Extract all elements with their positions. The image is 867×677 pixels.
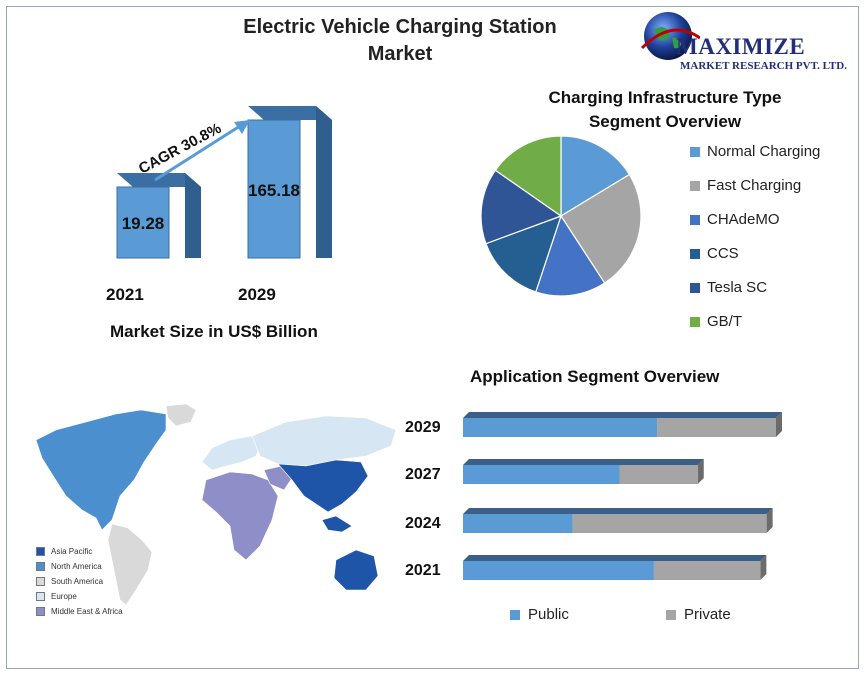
cagr-arrow (154, 124, 241, 182)
legend-item: Normal Charging (690, 142, 820, 162)
bar-public-2024 (463, 514, 573, 533)
bar-top-face (463, 508, 773, 514)
bar-side-face (776, 412, 782, 437)
cagr-label: CAGR 30.8% (136, 120, 224, 178)
map-legend-label: North America (51, 562, 102, 571)
bar-side-face (760, 555, 767, 580)
globe-icon (640, 12, 700, 60)
legend-swatch (666, 610, 676, 621)
bar-top-face (463, 412, 782, 418)
map-legend-swatch (36, 547, 45, 557)
value-label-2029: 165.18 (248, 181, 300, 200)
bar-public-2021 (463, 561, 654, 580)
australia-region (333, 549, 379, 591)
legend-swatch (690, 147, 700, 158)
map-legend-swatch (36, 607, 45, 617)
tick-label-2029: 2029 (405, 419, 441, 436)
bar-private-2021 (653, 561, 761, 580)
pie-slice-fast-charging (560, 173, 642, 284)
europe-region (201, 435, 263, 471)
legend-label: Private (684, 606, 731, 623)
application-legend-item: Public (510, 606, 569, 623)
map-legend-swatch (36, 592, 45, 602)
bar-public-2029 (463, 418, 658, 437)
world-map (35, 403, 397, 606)
legend-swatch (690, 249, 700, 260)
legend-swatch (690, 317, 700, 328)
bar-2029 (247, 119, 301, 259)
map-legend-label: Europe (51, 592, 77, 601)
legend-label: Normal Charging (707, 143, 821, 160)
tick-label-2024: 2024 (405, 515, 441, 532)
map-legend-label: Middle East & Africa (51, 607, 123, 616)
application-chart (463, 412, 782, 580)
bar-public-2027 (463, 465, 620, 484)
bar-private-2029 (657, 418, 776, 437)
legend-item: CCS (690, 244, 739, 264)
bar-2021 (116, 186, 170, 259)
middle-east-africa-region (201, 471, 279, 561)
bar-top-face (463, 459, 704, 465)
bar-private-2027 (619, 465, 698, 484)
map-legend-item: North America (36, 561, 102, 573)
pie-slice-chademo (535, 214, 606, 297)
bar-side-face (697, 459, 704, 484)
value-label-2021: 19.28 (122, 214, 165, 233)
bar-2021-top (117, 173, 201, 187)
legend-label: GB/T (707, 313, 743, 330)
russia-region (251, 415, 397, 467)
pie-slice-tesla-sc (480, 169, 563, 245)
map-legend-item: South America (36, 576, 103, 588)
application-title: Application Segment Overview (470, 367, 720, 386)
legend-item: Tesla SC (690, 278, 767, 298)
market-size-chart: CAGR 30.8% 19.28 165.18 (116, 106, 332, 259)
bar-top-face (463, 555, 767, 561)
bar-2029-top (248, 106, 332, 120)
market-size-label: Market Size in US$ Billion (110, 322, 318, 341)
legend-label: CCS (707, 245, 739, 262)
cagr-arrowhead (234, 120, 250, 134)
bar-private-2024 (572, 514, 767, 533)
tick-label-2021: 2021 (405, 562, 441, 579)
pie-chart (480, 135, 642, 297)
greenland-region (165, 403, 197, 427)
tick-label-2021: 2021 (106, 285, 144, 304)
legend-label: CHAdeMO (707, 211, 780, 228)
application-legend-item: Private (666, 606, 731, 623)
page-title: Electric Vehicle Charging Station Market (243, 16, 557, 65)
map-legend-swatch (36, 577, 45, 587)
legend-label: Tesla SC (707, 279, 768, 296)
legend-swatch (510, 610, 520, 621)
legend-item: CHAdeMO (690, 210, 780, 230)
infographic-frame (6, 6, 859, 669)
bar-2021-side (185, 173, 201, 258)
legend-item: Fast Charging (690, 176, 801, 196)
legend-item: GB/T (690, 312, 742, 332)
southeast-asia-region (321, 515, 353, 533)
legend-swatch (690, 181, 700, 192)
map-legend-swatch (36, 562, 45, 572)
north-america-region (35, 409, 167, 531)
legend-label: Fast Charging (707, 177, 802, 194)
map-legend-label: Asia Pacific (51, 547, 93, 556)
legend-label: Public (528, 606, 569, 623)
legend-swatch (690, 215, 700, 226)
legend-swatch (690, 283, 700, 294)
south-america-region (107, 523, 153, 606)
bar-side-face (766, 508, 773, 533)
tick-label-2027: 2027 (405, 466, 441, 483)
map-legend-item: Europe (36, 591, 77, 603)
tick-label-2029: 2029 (238, 285, 276, 304)
asia-pacific-region (277, 459, 369, 513)
map-legend-item: Asia Pacific (36, 546, 92, 558)
pie-slice-normal-charging (560, 135, 631, 218)
bar-2029-side (316, 106, 332, 258)
map-legend-label: South America (51, 577, 104, 586)
map-legend-item: Middle East & Africa (36, 606, 123, 618)
pie-slice-ccs (485, 215, 562, 293)
pie-slice-gb-t (494, 135, 562, 218)
pie-title: Charging Infrastructure Type Segment Ove… (548, 88, 782, 131)
brand-logo: MAXIMIZE MARKET RESEARCH PVT. LTD. (630, 8, 860, 78)
